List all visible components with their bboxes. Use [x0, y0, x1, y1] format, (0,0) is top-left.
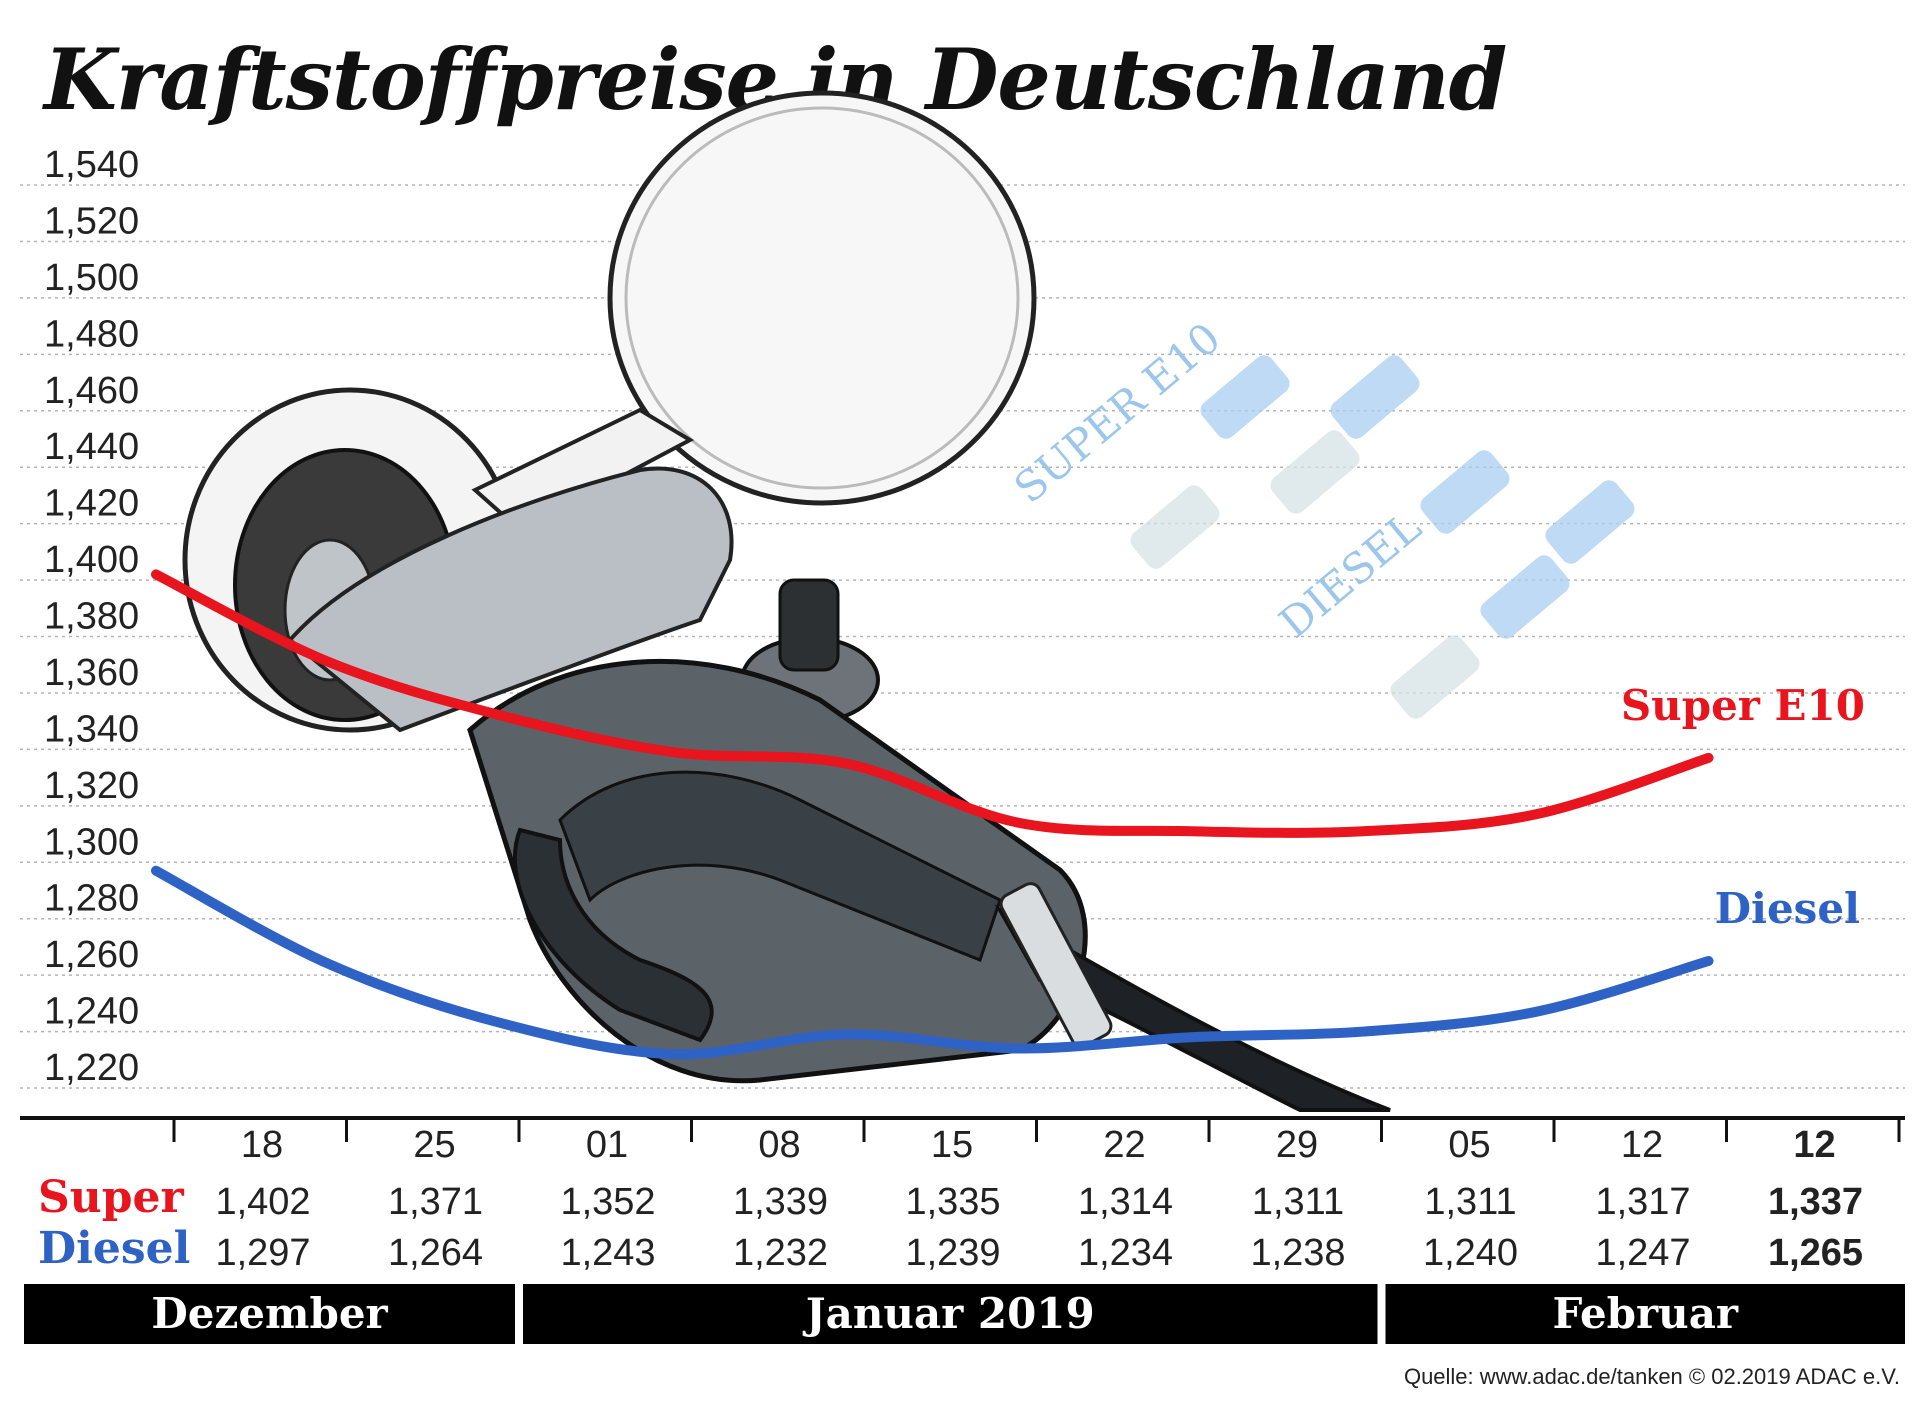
y-tick-label: 1,300 — [44, 821, 139, 863]
month-bars: Dezember Januar 2019 Februar — [24, 1284, 1905, 1344]
month-bar — [1385, 1284, 1905, 1344]
y-axis-ticks: 1,540 1,520 1,500 1,480 1,460 1,440 1,420 1,400… — [44, 144, 139, 1089]
table-cell: 1,232 — [733, 1232, 828, 1274]
table-cell: 1,264 — [388, 1232, 483, 1274]
series-line-diesel — [151, 865, 1714, 1060]
source-note: Quelle: www.adac.de/tanken © 02.2019 ADA… — [1403, 1364, 1900, 1389]
y-tick-label: 1,400 — [44, 539, 139, 581]
data-point — [672, 1053, 675, 1056]
table-cell: 1,371 — [388, 1181, 483, 1223]
x-tick-label: 05 — [1448, 1124, 1490, 1166]
y-tick-label: 1,360 — [44, 652, 139, 694]
y-tick-label: 1,340 — [44, 708, 139, 750]
data-point — [1190, 1036, 1192, 1039]
x-tick-label: 22 — [1103, 1124, 1145, 1166]
y-tick-label: 1,540 — [44, 144, 139, 186]
fuel-nozzle-illustration — [182, 90, 1391, 1112]
y-tick-label: 1,420 — [44, 483, 139, 525]
y-tick-label: 1,480 — [44, 313, 139, 355]
data-point — [155, 573, 157, 576]
super-e10-sign-text: SUPER E10 — [1005, 313, 1230, 513]
y-tick-label: 1,240 — [44, 991, 139, 1033]
y-tick-label: 1,280 — [44, 878, 139, 920]
month-bar — [24, 1284, 515, 1344]
month-label: Dezember — [151, 1289, 388, 1338]
data-point — [1535, 813, 1537, 816]
series-label-diesel: Diesel — [1715, 884, 1860, 933]
data-point — [1535, 1010, 1537, 1013]
data-point — [1017, 821, 1020, 824]
table-cell: 1,311 — [1252, 1181, 1344, 1223]
month-label: Januar 2019 — [802, 1289, 1095, 1338]
x-tick-label: 12 — [1621, 1124, 1663, 1166]
y-tick-label: 1,500 — [44, 257, 139, 299]
series-labels: Super E10 Diesel — [1621, 681, 1865, 933]
table-cell: 1,240 — [1423, 1232, 1518, 1274]
table-row-label-diesel: Diesel — [38, 1223, 190, 1274]
nozzle-grip — [558, 770, 1002, 962]
table-cell: 1,339 — [733, 1181, 828, 1223]
table-cell: 1,297 — [215, 1232, 310, 1274]
table-cell: 1,337 — [1768, 1181, 1863, 1223]
x-tick-label: 01 — [586, 1124, 628, 1166]
table-cell: 1,317 — [1595, 1181, 1690, 1223]
x-tick-label: 29 — [1276, 1124, 1318, 1166]
x-tick-label: 25 — [413, 1124, 455, 1166]
x-tick-label: 12 — [1793, 1124, 1835, 1166]
data-point — [672, 751, 675, 754]
fuel-cap-rim — [624, 106, 1020, 490]
y-tick-label: 1,380 — [44, 596, 139, 638]
y-tick-label: 1,520 — [44, 200, 139, 242]
table-cell: 1,243 — [560, 1232, 655, 1274]
data-point — [1707, 960, 1710, 963]
data-point — [1362, 1030, 1365, 1033]
table-row-label-super: Super — [38, 1172, 185, 1223]
data-point — [1017, 1047, 1020, 1050]
x-tick-label: 15 — [931, 1124, 973, 1166]
data-point — [155, 869, 157, 872]
x-axis: 18 25 01 08 15 22 29 05 12 12 — [172, 1118, 1901, 1166]
series-line-super-e10 — [151, 569, 1714, 838]
data-point — [1362, 830, 1365, 833]
value-table: Super 1,402 1,371 1,352 1,339 1,335 1,314 1,311… — [38, 1172, 1863, 1274]
series-label-super-e10: Super E10 — [1621, 681, 1865, 730]
table-cell: 1,234 — [1078, 1232, 1173, 1274]
fuel-hose — [994, 904, 1391, 1112]
y-tick-label: 1,440 — [44, 426, 139, 468]
nozzle-spout — [287, 466, 734, 733]
table-cell: 1,314 — [1078, 1181, 1173, 1223]
table-cell: 1,247 — [1595, 1232, 1690, 1274]
data-point — [327, 962, 330, 965]
table-cell: 1,239 — [905, 1232, 1000, 1274]
y-tick-label: 1,320 — [44, 765, 139, 807]
table-cell: 1,238 — [1250, 1232, 1345, 1274]
fuel-cap — [607, 90, 1037, 506]
data-point — [845, 762, 847, 765]
table-cell: 1,311 — [1424, 1181, 1516, 1223]
y-tick-label: 1,460 — [44, 370, 139, 412]
table-cell: 1,265 — [1768, 1232, 1863, 1274]
pump-price-signs: SUPER E10 DIESEL — [1005, 313, 1635, 719]
x-tick-label: 18 — [241, 1124, 283, 1166]
table-cell: 1,335 — [905, 1181, 1000, 1223]
data-point — [500, 714, 502, 717]
y-tick-label: 1,260 — [44, 934, 139, 976]
digit-segments — [1130, 355, 1635, 719]
x-tick-label: 08 — [758, 1124, 800, 1166]
month-bar — [523, 1284, 1378, 1344]
month-label: Februar — [1552, 1289, 1738, 1338]
table-cell: 1,352 — [560, 1181, 655, 1223]
cap-knob — [778, 578, 840, 672]
data-point — [1190, 830, 1192, 833]
data-point — [1707, 756, 1710, 759]
nozzle-trigger — [512, 827, 714, 1043]
data-point — [327, 660, 330, 663]
table-cell: 1,402 — [215, 1181, 310, 1223]
y-tick-label: 1,220 — [44, 1047, 139, 1089]
data-point — [500, 1022, 502, 1025]
data-point — [845, 1033, 847, 1036]
series-lines — [151, 569, 1714, 1060]
